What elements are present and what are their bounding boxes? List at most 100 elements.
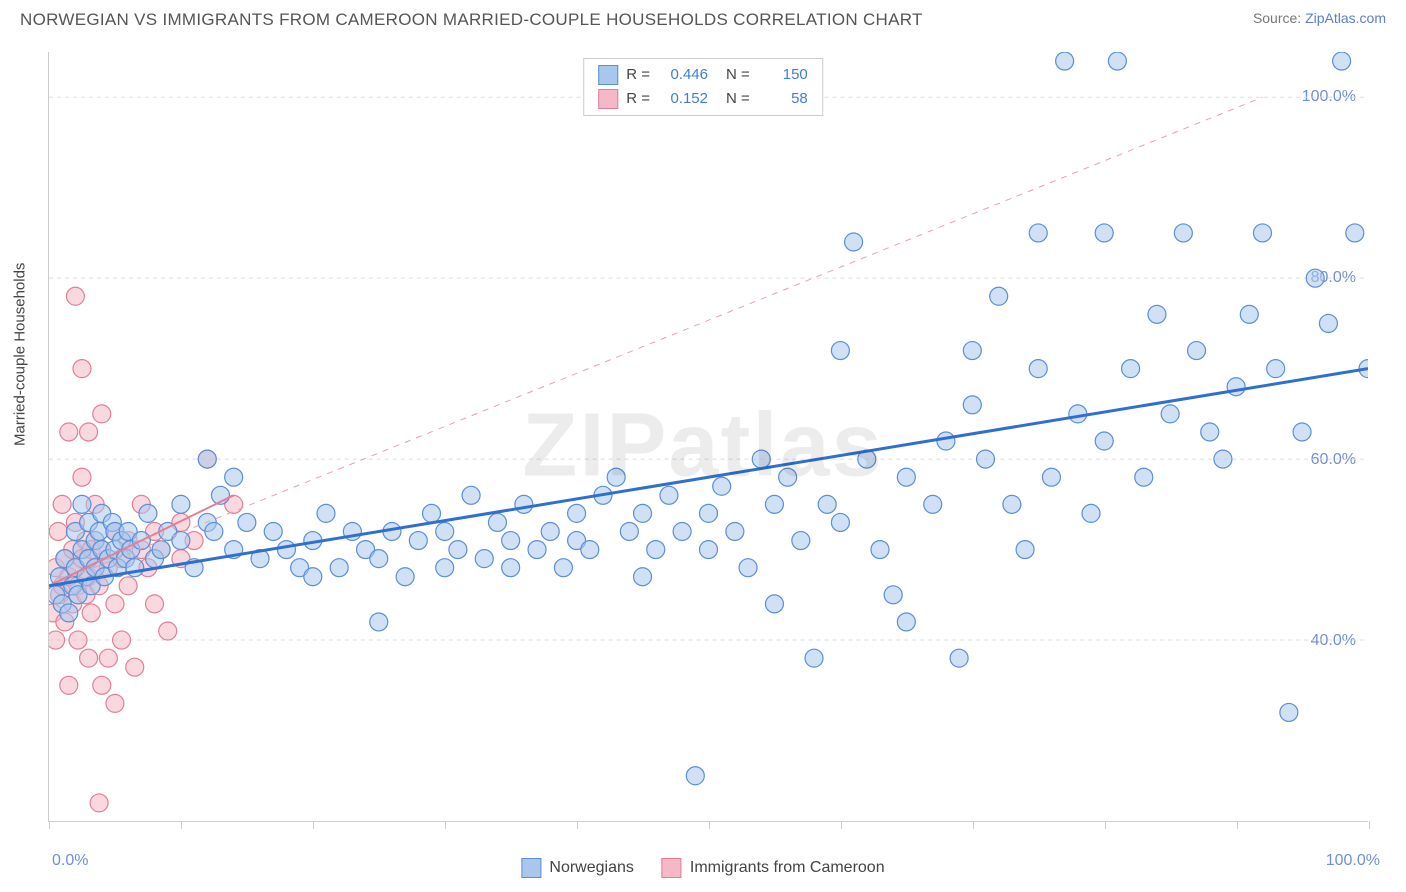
scatter-point (90, 794, 108, 812)
legend-swatch (598, 89, 618, 109)
x-tick (973, 821, 974, 829)
source-label: Source: ZipAtlas.com (1253, 10, 1386, 26)
legend-swatch (662, 858, 682, 878)
scatter-point (792, 532, 810, 550)
scatter-point (634, 568, 652, 586)
scatter-point (1042, 468, 1060, 486)
scatter-point (515, 495, 533, 513)
legend-n-value: 150 (758, 63, 808, 87)
scatter-point (60, 423, 78, 441)
scatter-point (73, 495, 91, 513)
scatter-point (304, 568, 322, 586)
scatter-point (106, 595, 124, 613)
scatter-point (686, 767, 704, 785)
scatter-point (924, 495, 942, 513)
scatter-point (1016, 541, 1034, 559)
scatter-point (80, 423, 98, 441)
scatter-point (673, 523, 691, 541)
scatter-point (475, 550, 493, 568)
scatter-point (330, 559, 348, 577)
scatter-point (49, 523, 67, 541)
x-axis-min-label: 0.0% (52, 852, 88, 870)
scatter-point (436, 523, 454, 541)
source-prefix: Source: (1253, 10, 1305, 26)
scatter-point (126, 658, 144, 676)
scatter-point (113, 631, 131, 649)
scatter-point (198, 450, 216, 468)
scatter-point (752, 450, 770, 468)
legend-row: R =0.152N =58 (598, 87, 808, 111)
scatter-point (159, 622, 177, 640)
scatter-point (409, 532, 427, 550)
scatter-point (871, 541, 889, 559)
scatter-point (1161, 405, 1179, 423)
scatter-point (1319, 314, 1337, 332)
scatter-point (607, 468, 625, 486)
scatter-point (93, 405, 111, 423)
trend-line (49, 97, 1262, 586)
scatter-point (436, 559, 454, 577)
scatter-point (660, 486, 678, 504)
scatter-point (277, 541, 295, 559)
legend-r-label: R = (626, 63, 650, 87)
series-legend: NorwegiansImmigrants from Cameroon (521, 858, 884, 878)
scatter-point (1029, 360, 1047, 378)
scatter-point (647, 541, 665, 559)
scatter-point (528, 541, 546, 559)
scatter-point (568, 504, 586, 522)
x-tick (709, 821, 710, 829)
scatter-point (225, 468, 243, 486)
legend-swatch (598, 65, 618, 85)
scatter-point (449, 541, 467, 559)
scatter-point (152, 541, 170, 559)
scatter-point (1174, 224, 1192, 242)
x-tick (1105, 821, 1106, 829)
legend-r-label: R = (626, 87, 650, 111)
x-tick (1369, 821, 1370, 829)
scatter-point (937, 432, 955, 450)
scatter-point (1056, 52, 1074, 70)
scatter-point (1122, 360, 1140, 378)
scatter-point (60, 676, 78, 694)
scatter-point (396, 568, 414, 586)
x-tick (1237, 821, 1238, 829)
scatter-point (990, 287, 1008, 305)
x-tick (181, 821, 182, 829)
scatter-point (238, 513, 256, 531)
scatter-point (1135, 468, 1153, 486)
scatter-point (370, 550, 388, 568)
scatter-point (884, 586, 902, 604)
scatter-point (146, 595, 164, 613)
scatter-point (897, 468, 915, 486)
scatter-point (82, 604, 100, 622)
scatter-point (462, 486, 480, 504)
scatter-point (805, 649, 823, 667)
source-link[interactable]: ZipAtlas.com (1305, 10, 1386, 26)
scatter-point (73, 468, 91, 486)
legend-r-value: 0.446 (658, 63, 708, 87)
scatter-point (1095, 432, 1113, 450)
scatter-point (634, 504, 652, 522)
scatter-point (739, 559, 757, 577)
scatter-point (726, 523, 744, 541)
scatter-point (897, 613, 915, 631)
scatter-svg (49, 52, 1368, 821)
scatter-point (53, 495, 71, 513)
scatter-point (172, 532, 190, 550)
scatter-point (1188, 342, 1206, 360)
scatter-point (963, 342, 981, 360)
scatter-point (963, 396, 981, 414)
scatter-point (423, 504, 441, 522)
scatter-point (488, 513, 506, 531)
scatter-point (831, 342, 849, 360)
scatter-point (1003, 495, 1021, 513)
chart-header: NORWEGIAN VS IMMIGRANTS FROM CAMEROON MA… (0, 0, 1406, 36)
series-legend-item: Norwegians (521, 858, 633, 878)
legend-n-value: 58 (758, 87, 808, 111)
scatter-point (1214, 450, 1232, 468)
scatter-point (1240, 305, 1258, 323)
legend-row: R =0.446N =150 (598, 63, 808, 87)
scatter-point (976, 450, 994, 468)
scatter-point (139, 504, 157, 522)
y-axis-label: Married-couple Households (12, 263, 29, 446)
